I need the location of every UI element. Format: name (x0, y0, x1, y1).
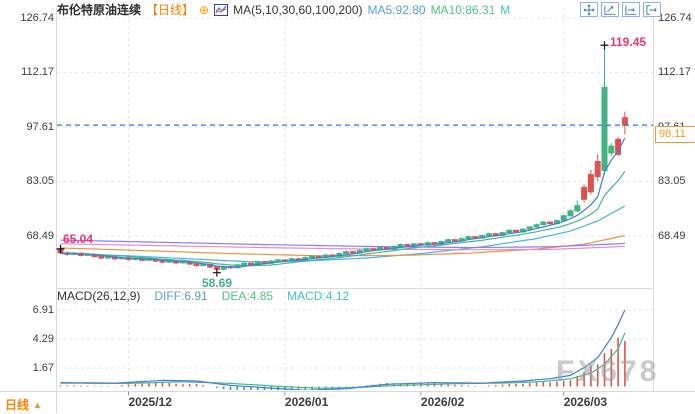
candle-body (193, 263, 200, 267)
candle-body (98, 256, 105, 259)
candle-body (241, 262, 248, 266)
candle-body (451, 239, 458, 242)
candle-body (315, 255, 322, 258)
macd-diff-value: DIFF:6.91 (154, 289, 208, 303)
macd-header: MACD(26,12,9) DIFF:6.91 DEA:4.85 MACD:4.… (57, 289, 349, 303)
x-axis-month-label: 2025/12 (128, 395, 172, 409)
highest-price-label: 119.45 (610, 35, 647, 49)
macd-axis-label: 6.91 (32, 303, 54, 316)
candle-body (547, 221, 554, 225)
ma-settings-label: MA(5,10,30,60,100,200) (233, 2, 363, 17)
candle-body (472, 236, 479, 239)
x-axis-month-label: 2026/01 (284, 395, 329, 409)
candle-body (343, 251, 350, 255)
macd-macd-value: MACD:4.12 (287, 289, 350, 303)
move-crosshair-icon[interactable] (580, 2, 598, 17)
extreme-cross-marker (212, 268, 221, 277)
ma-line (60, 243, 625, 251)
symbol-title: 布伦特原油连续 (57, 3, 142, 17)
candle-body (363, 248, 370, 252)
price-axis-label-right: 68.49 (658, 229, 686, 242)
candle-body (574, 205, 581, 212)
ma-line (60, 309, 626, 390)
macd-axis-label: 1.67 (32, 361, 54, 374)
x-axis-month-label: 2026/02 (420, 395, 465, 409)
candle-body (540, 221, 547, 226)
candle-body (526, 226, 533, 230)
price-axis-label-right: 83.05 (658, 175, 686, 187)
lowest-price-label: 58.69 (202, 276, 233, 290)
axis-fit-icon[interactable] (601, 2, 619, 17)
candle-body (621, 117, 628, 126)
candle-body (601, 86, 608, 171)
macd-dea-value: DEA:4.85 (221, 289, 274, 303)
chart-toolbar (580, 2, 661, 17)
ma-line (60, 332, 626, 389)
collapse-pane-icon[interactable]: ⊕ (199, 2, 210, 17)
chart-header: 布伦特原油连续 【日线】 ⊕ MA(5,10,30,60,100,200) MA… (57, 1, 510, 18)
price-axis-label-right: 126.74 (658, 11, 692, 24)
x-axis-month-label: 2026/03 (563, 395, 608, 409)
ma-line (60, 170, 626, 267)
macd-axis-label: 4.29 (32, 332, 54, 345)
candle-body (404, 244, 411, 247)
axis-pan-right-icon[interactable] (622, 2, 640, 17)
price-axis-label-left: 97.61 (26, 120, 54, 133)
candle-body (608, 145, 615, 154)
ma10-value: MA10:86.31 (430, 2, 496, 17)
price-axis-label-left: 83.05 (26, 175, 54, 187)
ma-line (60, 239, 625, 249)
price-axis-label-left: 126.74 (20, 11, 54, 24)
range-start-high-label: 65.04 (63, 232, 94, 246)
candle-body (445, 239, 452, 243)
candle-body (581, 186, 588, 200)
price-axis-label-right: 112.17 (658, 66, 691, 79)
candle-body (533, 224, 540, 228)
candle-body (594, 160, 601, 177)
candle-body (506, 229, 513, 234)
period-selector-arrow-icon: ▲ (33, 399, 42, 410)
ma-line (60, 137, 626, 268)
candle-body (159, 260, 166, 263)
candle-body (200, 263, 207, 267)
candle-body (370, 248, 377, 251)
price-axis-label-left: 112.17 (21, 66, 54, 79)
candle-body (397, 244, 404, 247)
price-axis-label-left: 68.49 (26, 229, 54, 242)
ma30-value-truncated: M (500, 2, 511, 17)
period-selector[interactable]: 日线 ▲ (5, 396, 42, 413)
ma-line (60, 205, 626, 263)
last-price-badge: 98.11 (655, 126, 695, 143)
exit-chart-icon[interactable] (643, 2, 661, 17)
candle-body (309, 255, 316, 259)
watermark: FX678 (556, 355, 660, 388)
candle-body (567, 210, 574, 217)
ma5-value: MA5:92.80 (367, 2, 426, 17)
extreme-cross-marker (56, 244, 65, 253)
extreme-cross-marker (600, 41, 609, 50)
candle-body (485, 233, 492, 237)
candle-body (349, 251, 356, 254)
candle-body (105, 256, 112, 259)
period-selector-label: 日线 (5, 398, 30, 412)
macd-settings-label: MACD(26,12,9) (57, 289, 141, 303)
kline-mini-icon (214, 3, 229, 16)
candle-body (247, 262, 254, 265)
candle-body (587, 174, 594, 193)
candle-body (560, 215, 567, 222)
candle-body (513, 229, 520, 233)
period-tag: 【日线】 (146, 3, 195, 17)
candle-body (275, 259, 282, 262)
candle-body (465, 236, 472, 240)
